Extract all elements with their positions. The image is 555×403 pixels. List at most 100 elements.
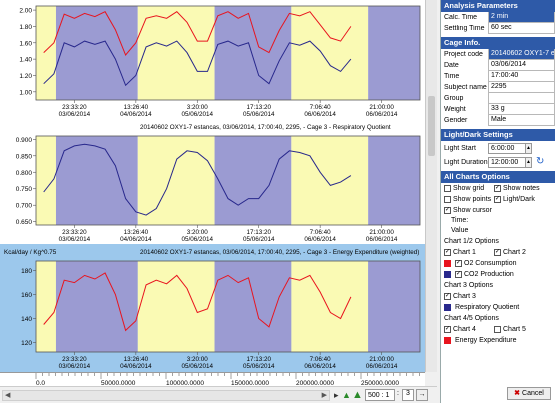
- o2-color-swatch[interactable]: [444, 260, 451, 267]
- light-duration-spinner[interactable]: ▲: [526, 156, 532, 168]
- show-notes-checkbox[interactable]: ✓: [494, 185, 501, 192]
- x-tick-date: 06/06/2014: [304, 236, 336, 243]
- y-tick-label: 1.60: [19, 40, 32, 47]
- light-dark-label: Light/Dark: [503, 196, 535, 203]
- light-start-input[interactable]: 6:00:00: [488, 142, 526, 154]
- x-tick-time: 17:13:20: [246, 356, 271, 363]
- o2-checkbox[interactable]: ✓: [455, 260, 462, 267]
- calc-time-field[interactable]: 2 min: [488, 12, 555, 23]
- ruler-label: 200000.0000: [296, 380, 334, 386]
- vertical-scrollbar[interactable]: [425, 0, 437, 372]
- x-tick-time: 3:20:00: [187, 104, 209, 111]
- scroll-left-icon[interactable]: ◀: [5, 392, 11, 399]
- rq-color-swatch[interactable]: [444, 304, 451, 311]
- chart-o2-co2[interactable]: 2.00 1.80 1.60 1.40 1.20 1.00 23:33:2003/06/20…: [0, 0, 425, 119]
- ee-color-swatch[interactable]: [444, 337, 451, 344]
- show-grid-checkbox[interactable]: [444, 185, 451, 192]
- lightdark-header[interactable]: Light/Dark Settings: [441, 129, 555, 141]
- cage-info-label: Weight: [444, 106, 466, 113]
- cage-info-value[interactable]: 33 g: [488, 104, 555, 115]
- chart1-checkbox[interactable]: ✓: [444, 249, 451, 256]
- cancel-label: Cancel: [522, 390, 544, 397]
- dark-band: [214, 6, 292, 100]
- chart4-checkbox[interactable]: ✓: [444, 326, 451, 333]
- dark-band: [368, 136, 420, 225]
- co2-checkbox[interactable]: ✓: [455, 271, 462, 278]
- settling-time-field[interactable]: 60 sec: [488, 23, 555, 34]
- cage-info-value[interactable]: [488, 93, 555, 104]
- chart-respiratory-quotient[interactable]: 20140602 OXY1-7 estancas, 03/06/2014, 17…: [0, 119, 425, 244]
- light-start-spinner[interactable]: ▲: [526, 142, 532, 154]
- y-tick-label: 160: [21, 292, 32, 299]
- ee-row: Energy Expenditure: [441, 335, 555, 346]
- co2-color-swatch[interactable]: [444, 271, 451, 278]
- y-tick-label: 0.700: [16, 203, 33, 210]
- x-tick-date: 03/06/2014: [59, 363, 91, 370]
- light-dark-checkbox[interactable]: ✓: [494, 196, 501, 203]
- zoom-ratio-input[interactable]: [365, 389, 395, 401]
- y-tick-label: 1.80: [19, 24, 32, 31]
- y-tick-label: 2.00: [19, 8, 32, 15]
- x-tick-date: 05/06/2014: [182, 111, 214, 118]
- show-points-checkbox[interactable]: [444, 196, 451, 203]
- x-tick-date: 05/06/2014: [182, 363, 214, 370]
- zoom-in-icon[interactable]: ▲: [352, 389, 363, 401]
- cage-info-label: Project code: [444, 51, 483, 58]
- charts-options-header[interactable]: All Charts Options: [441, 171, 555, 183]
- analysis-header[interactable]: Analysis Parameters: [441, 0, 555, 12]
- charts-area[interactable]: 2.00 1.80 1.60 1.40 1.20 1.00 23:33:20 03/06/20…: [0, 0, 425, 403]
- cage-info-value[interactable]: Male: [488, 115, 555, 126]
- chart5-label: Chart 5: [503, 326, 526, 333]
- chart5-checkbox[interactable]: [494, 326, 501, 333]
- zoom-out-icon[interactable]: ▲: [342, 390, 351, 400]
- cage-info-value[interactable]: 03/06/2014: [488, 60, 555, 71]
- cage-info-value[interactable]: 2295: [488, 82, 555, 93]
- x-tick-date: 03/06/2014: [59, 111, 91, 118]
- cancel-button[interactable]: ✖ Cancel: [507, 387, 551, 400]
- zoom-extra-field[interactable]: 3: [402, 389, 414, 401]
- x-tick-date: 06/06/2014: [366, 363, 398, 370]
- y-tick-label: 1.00: [19, 89, 32, 96]
- series-line-blue: [43, 143, 352, 216]
- x-tick-date: 05/06/2014: [243, 236, 275, 243]
- zoom-arrow-button[interactable]: →: [416, 389, 428, 401]
- o2-label: O2 Consumption: [464, 260, 517, 267]
- y-tick-label: 1.20: [19, 73, 32, 80]
- cage-info-label: Date: [444, 62, 459, 69]
- x-tick-date: 03/06/2014: [59, 236, 91, 243]
- chart-energy-expenditure[interactable]: 20140602 OXY1-7 estancas, 03/06/2014, 17…: [0, 244, 425, 372]
- y-tick-label: 1.40: [19, 57, 32, 64]
- x-tick-time: 21:00:00: [369, 356, 394, 363]
- cancel-icon: ✖: [514, 390, 521, 397]
- scroll-right-icon[interactable]: ▶: [321, 392, 327, 399]
- o2-row: ✓ O2 Consumption: [441, 258, 555, 269]
- light-band: [137, 6, 215, 100]
- chart12-row: ✓ Chart 1 ✓ Chart 2: [441, 247, 555, 258]
- cursor-time-label: Time:: [451, 217, 469, 224]
- chart2-checkbox[interactable]: ✓: [494, 249, 501, 256]
- x-tick-time: 13:26:40: [124, 104, 149, 111]
- x-tick-time: 23:33:20: [62, 356, 87, 363]
- chart3-label: Chart 3: [453, 293, 476, 300]
- y-tick-label: 140: [21, 316, 32, 323]
- horizontal-scrollbar[interactable]: ◀ ▶: [2, 390, 330, 401]
- refresh-icon[interactable]: ↻: [536, 156, 545, 167]
- light-start-row: Light Start 6:00:00 ▲: [441, 141, 555, 155]
- cage-info-value[interactable]: 20140602 OXY1-7 e: [488, 49, 555, 60]
- scrollbar-thumb[interactable]: [428, 96, 435, 156]
- light-band: [291, 136, 369, 225]
- show-cursor-checkbox[interactable]: ✓: [444, 207, 451, 214]
- cage-info-header[interactable]: Cage Info.: [441, 37, 555, 49]
- cage-info-row: Time 17:00:40: [441, 71, 555, 82]
- series-line-red: [43, 272, 352, 332]
- points-lightdark-row: Show points ✓ Light/Dark: [441, 194, 555, 205]
- time-ruler: 0.0 50000.0000 100000.0000 150000.0000 20000…: [0, 372, 425, 386]
- chart12-options-label: Chart 1/2 Options: [444, 238, 499, 245]
- ruler-label: 0.0: [36, 380, 45, 386]
- light-duration-input[interactable]: 12:00:00: [488, 156, 526, 168]
- play-icon[interactable]: ▸: [334, 390, 339, 400]
- chart45-row: ✓ Chart 4 Chart 5: [441, 324, 555, 335]
- cage-info-value[interactable]: 17:00:40: [488, 71, 555, 82]
- chart3-checkbox[interactable]: ✓: [444, 293, 451, 300]
- y-tick-label: 0.900: [16, 137, 33, 144]
